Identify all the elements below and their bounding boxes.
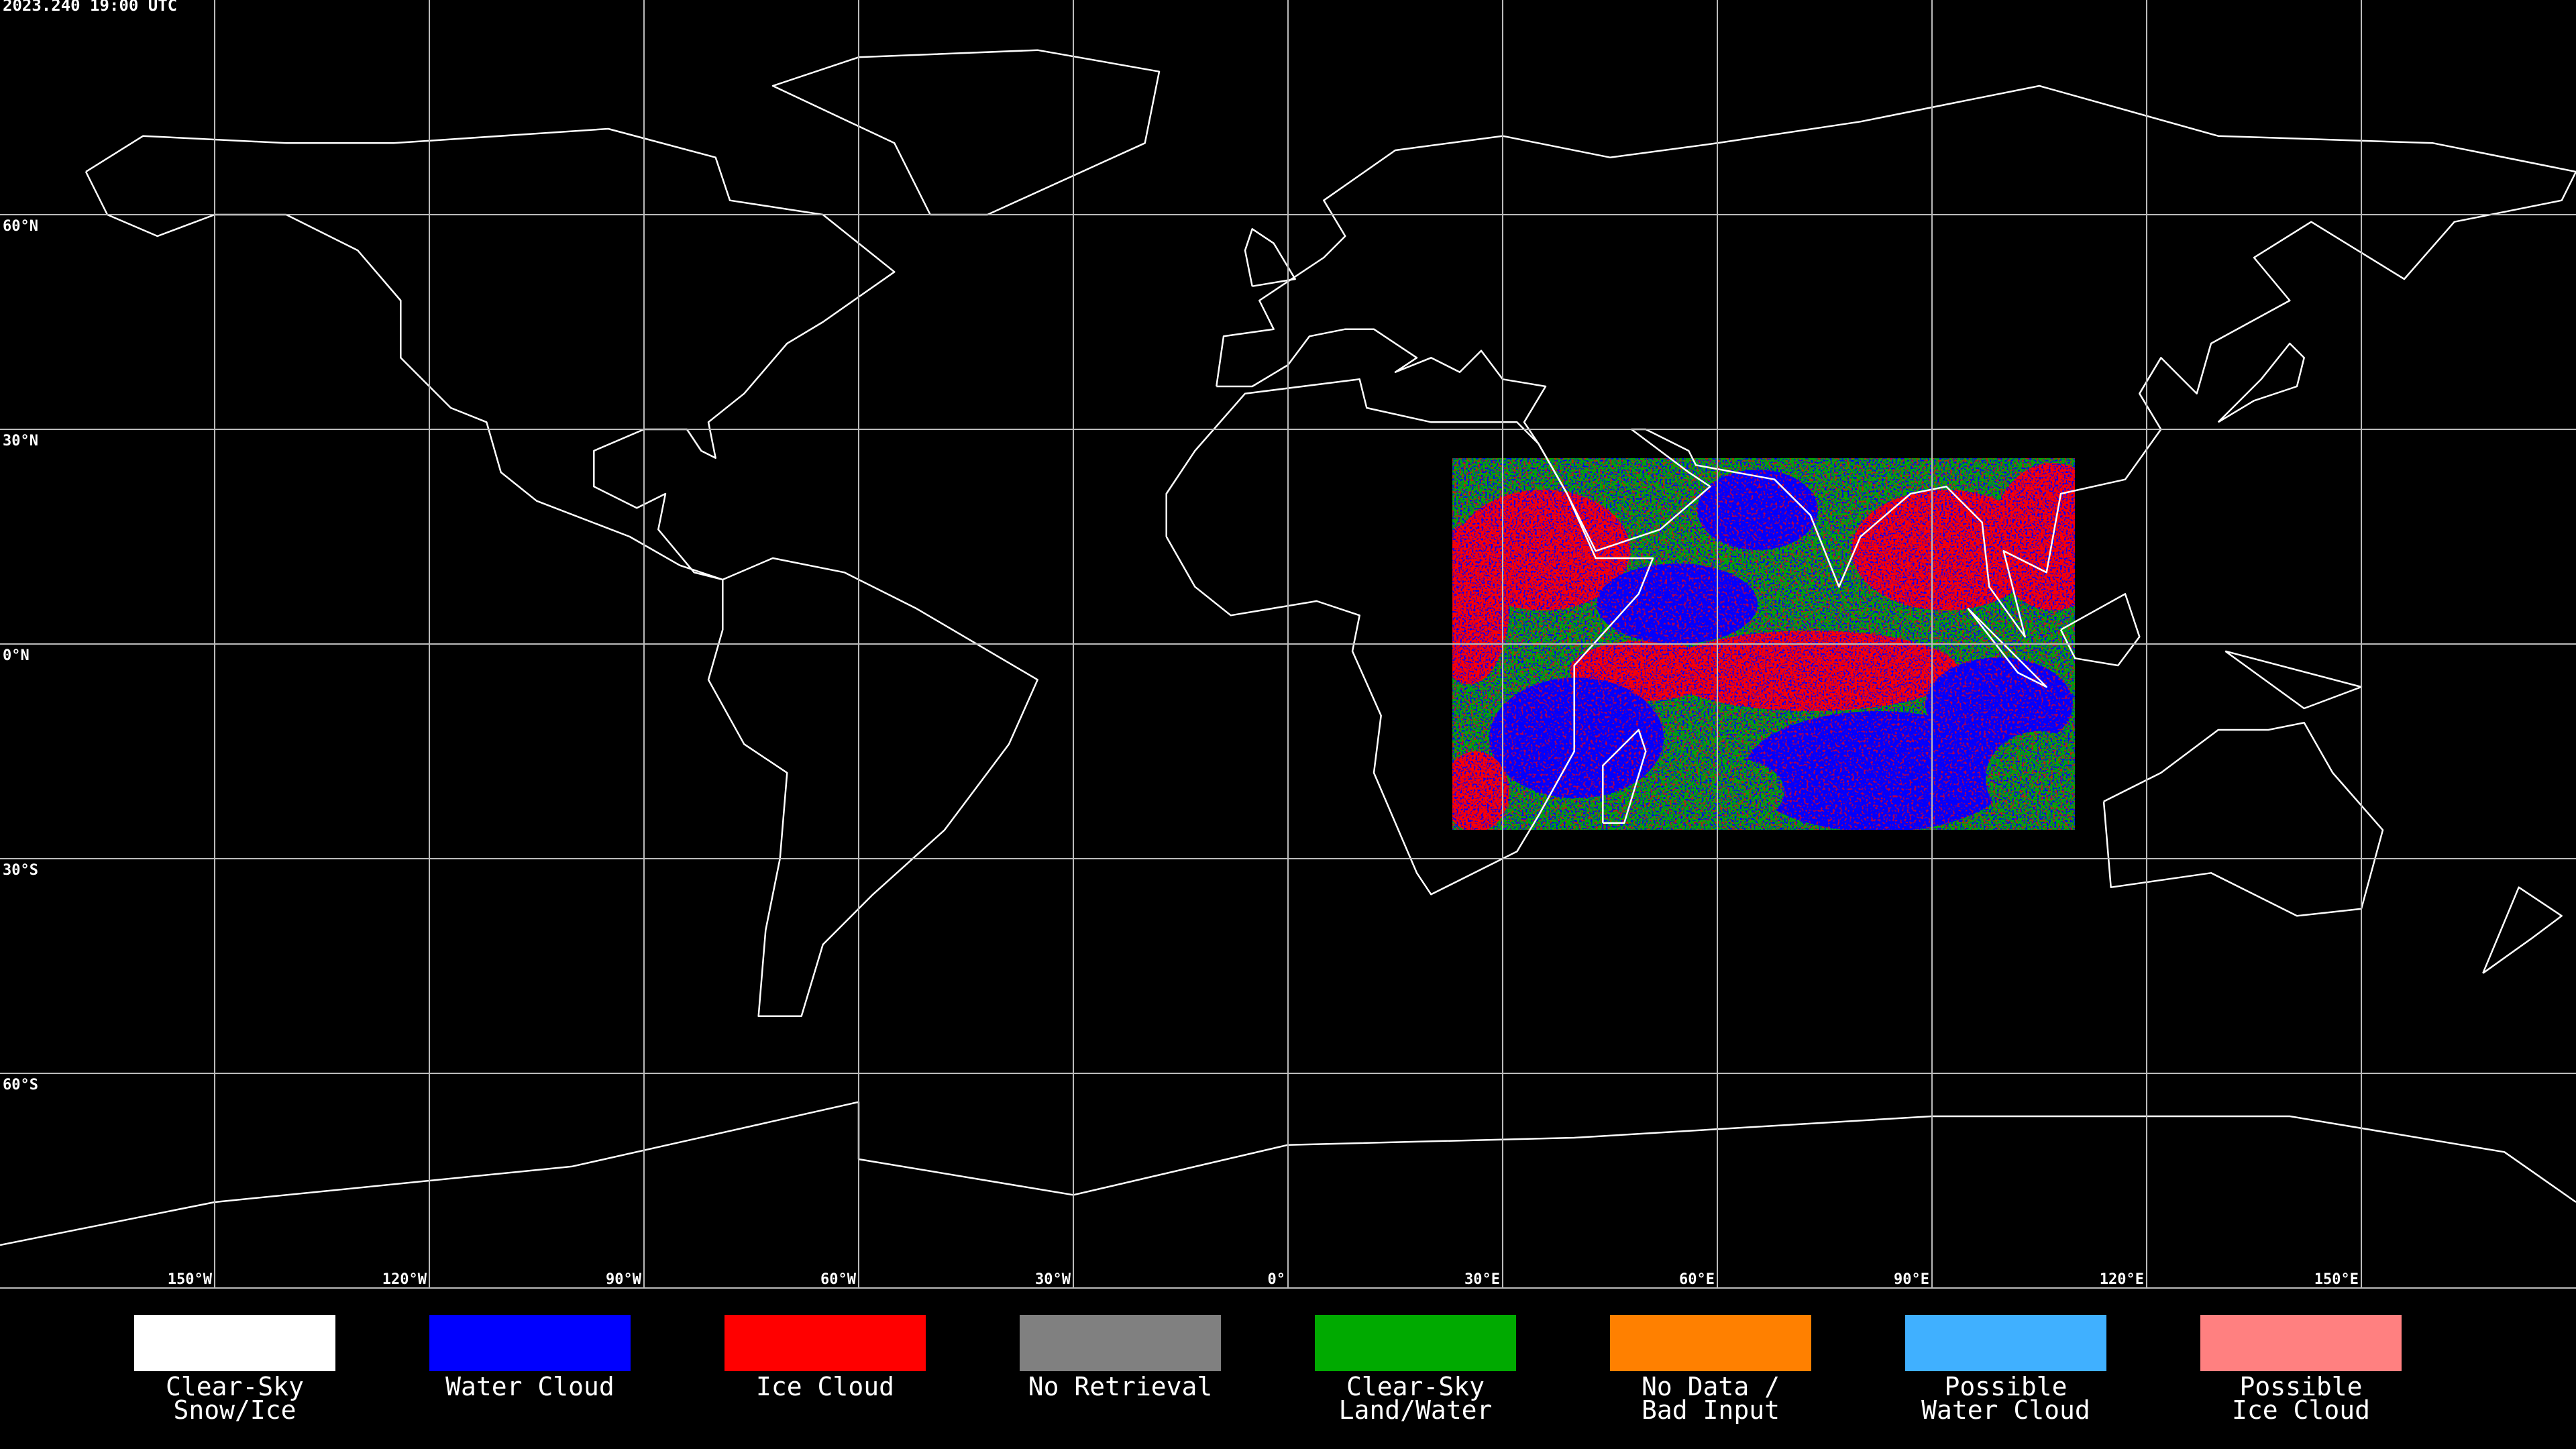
longitude-label: 0°: [1268, 1271, 1286, 1288]
legend-swatch: [1610, 1315, 1811, 1371]
latitude-label: 60°N: [3, 218, 38, 235]
legend-label: No Data /: [1642, 1372, 1780, 1401]
legend-label: Bad Input: [1642, 1395, 1780, 1425]
legend-label: No Retrieval: [1028, 1372, 1213, 1401]
longitude-label: 120°W: [382, 1271, 427, 1288]
coastline: [707, 557, 1038, 1017]
legend-label: Land/Water: [1339, 1395, 1493, 1425]
legend-label: Water Cloud: [445, 1372, 614, 1401]
timestamp: 2023.240 19:00 UTC: [3, 0, 177, 15]
legend-label: Clear-Sky: [166, 1372, 304, 1401]
legend-label: Possible: [2239, 1372, 2362, 1401]
longitude-label: 60°E: [1679, 1271, 1715, 1288]
coastline: [1216, 85, 2576, 638]
legend-label: Ice Cloud: [756, 1372, 894, 1401]
longitude-label: 120°E: [2100, 1271, 2144, 1288]
legend-label: Clear-Sky: [1346, 1372, 1485, 1401]
legend-label: Water Cloud: [1921, 1395, 2090, 1425]
legend-label: Snow/Ice: [173, 1395, 296, 1425]
latitude-label: 30°S: [3, 862, 38, 879]
longitude-label: 60°W: [820, 1271, 857, 1288]
longitude-label: 30°W: [1035, 1271, 1071, 1288]
cloud-retrieval-region: [1452, 458, 2075, 830]
longitude-label: 30°E: [1464, 1271, 1500, 1288]
graticule: 150°W 120°W 90°W 60°W 30°W 0° 30°E 60°E 90°E 120°…: [0, 0, 2576, 1288]
coastlines: [0, 49, 2576, 1246]
legend-label: Possible: [1944, 1372, 2067, 1401]
coastline: [2217, 342, 2305, 423]
legend-label: Ice Cloud: [2232, 1395, 2370, 1425]
coastline: [1602, 729, 1647, 824]
legend-swatch: [1905, 1315, 2106, 1371]
legend-swatch: [2200, 1315, 2402, 1371]
coastline: [2224, 650, 2363, 710]
coastline: [1165, 378, 1654, 896]
legend-swatch: [1315, 1315, 1516, 1371]
legend-swatch: [724, 1315, 926, 1371]
coastline: [2102, 722, 2384, 917]
coastline: [771, 49, 1161, 216]
coastline: [2482, 886, 2563, 974]
latitude-label: 30°N: [3, 433, 38, 449]
latitude-label: 0°N: [3, 647, 30, 664]
coastline: [85, 127, 896, 581]
longitude-label: 90°W: [606, 1271, 642, 1288]
longitude-label: 90°E: [1894, 1271, 1929, 1288]
legend-swatch: [429, 1315, 631, 1371]
longitude-label: 150°W: [168, 1271, 213, 1288]
latitude-label: 60°S: [3, 1077, 38, 1093]
coastline: [1967, 607, 2047, 688]
legend-swatch: [134, 1315, 335, 1371]
legend-swatch: [1020, 1315, 1221, 1371]
coastline: [0, 1101, 2576, 1246]
longitude-label: 150°E: [2314, 1271, 2359, 1288]
coastline: [2059, 593, 2141, 667]
